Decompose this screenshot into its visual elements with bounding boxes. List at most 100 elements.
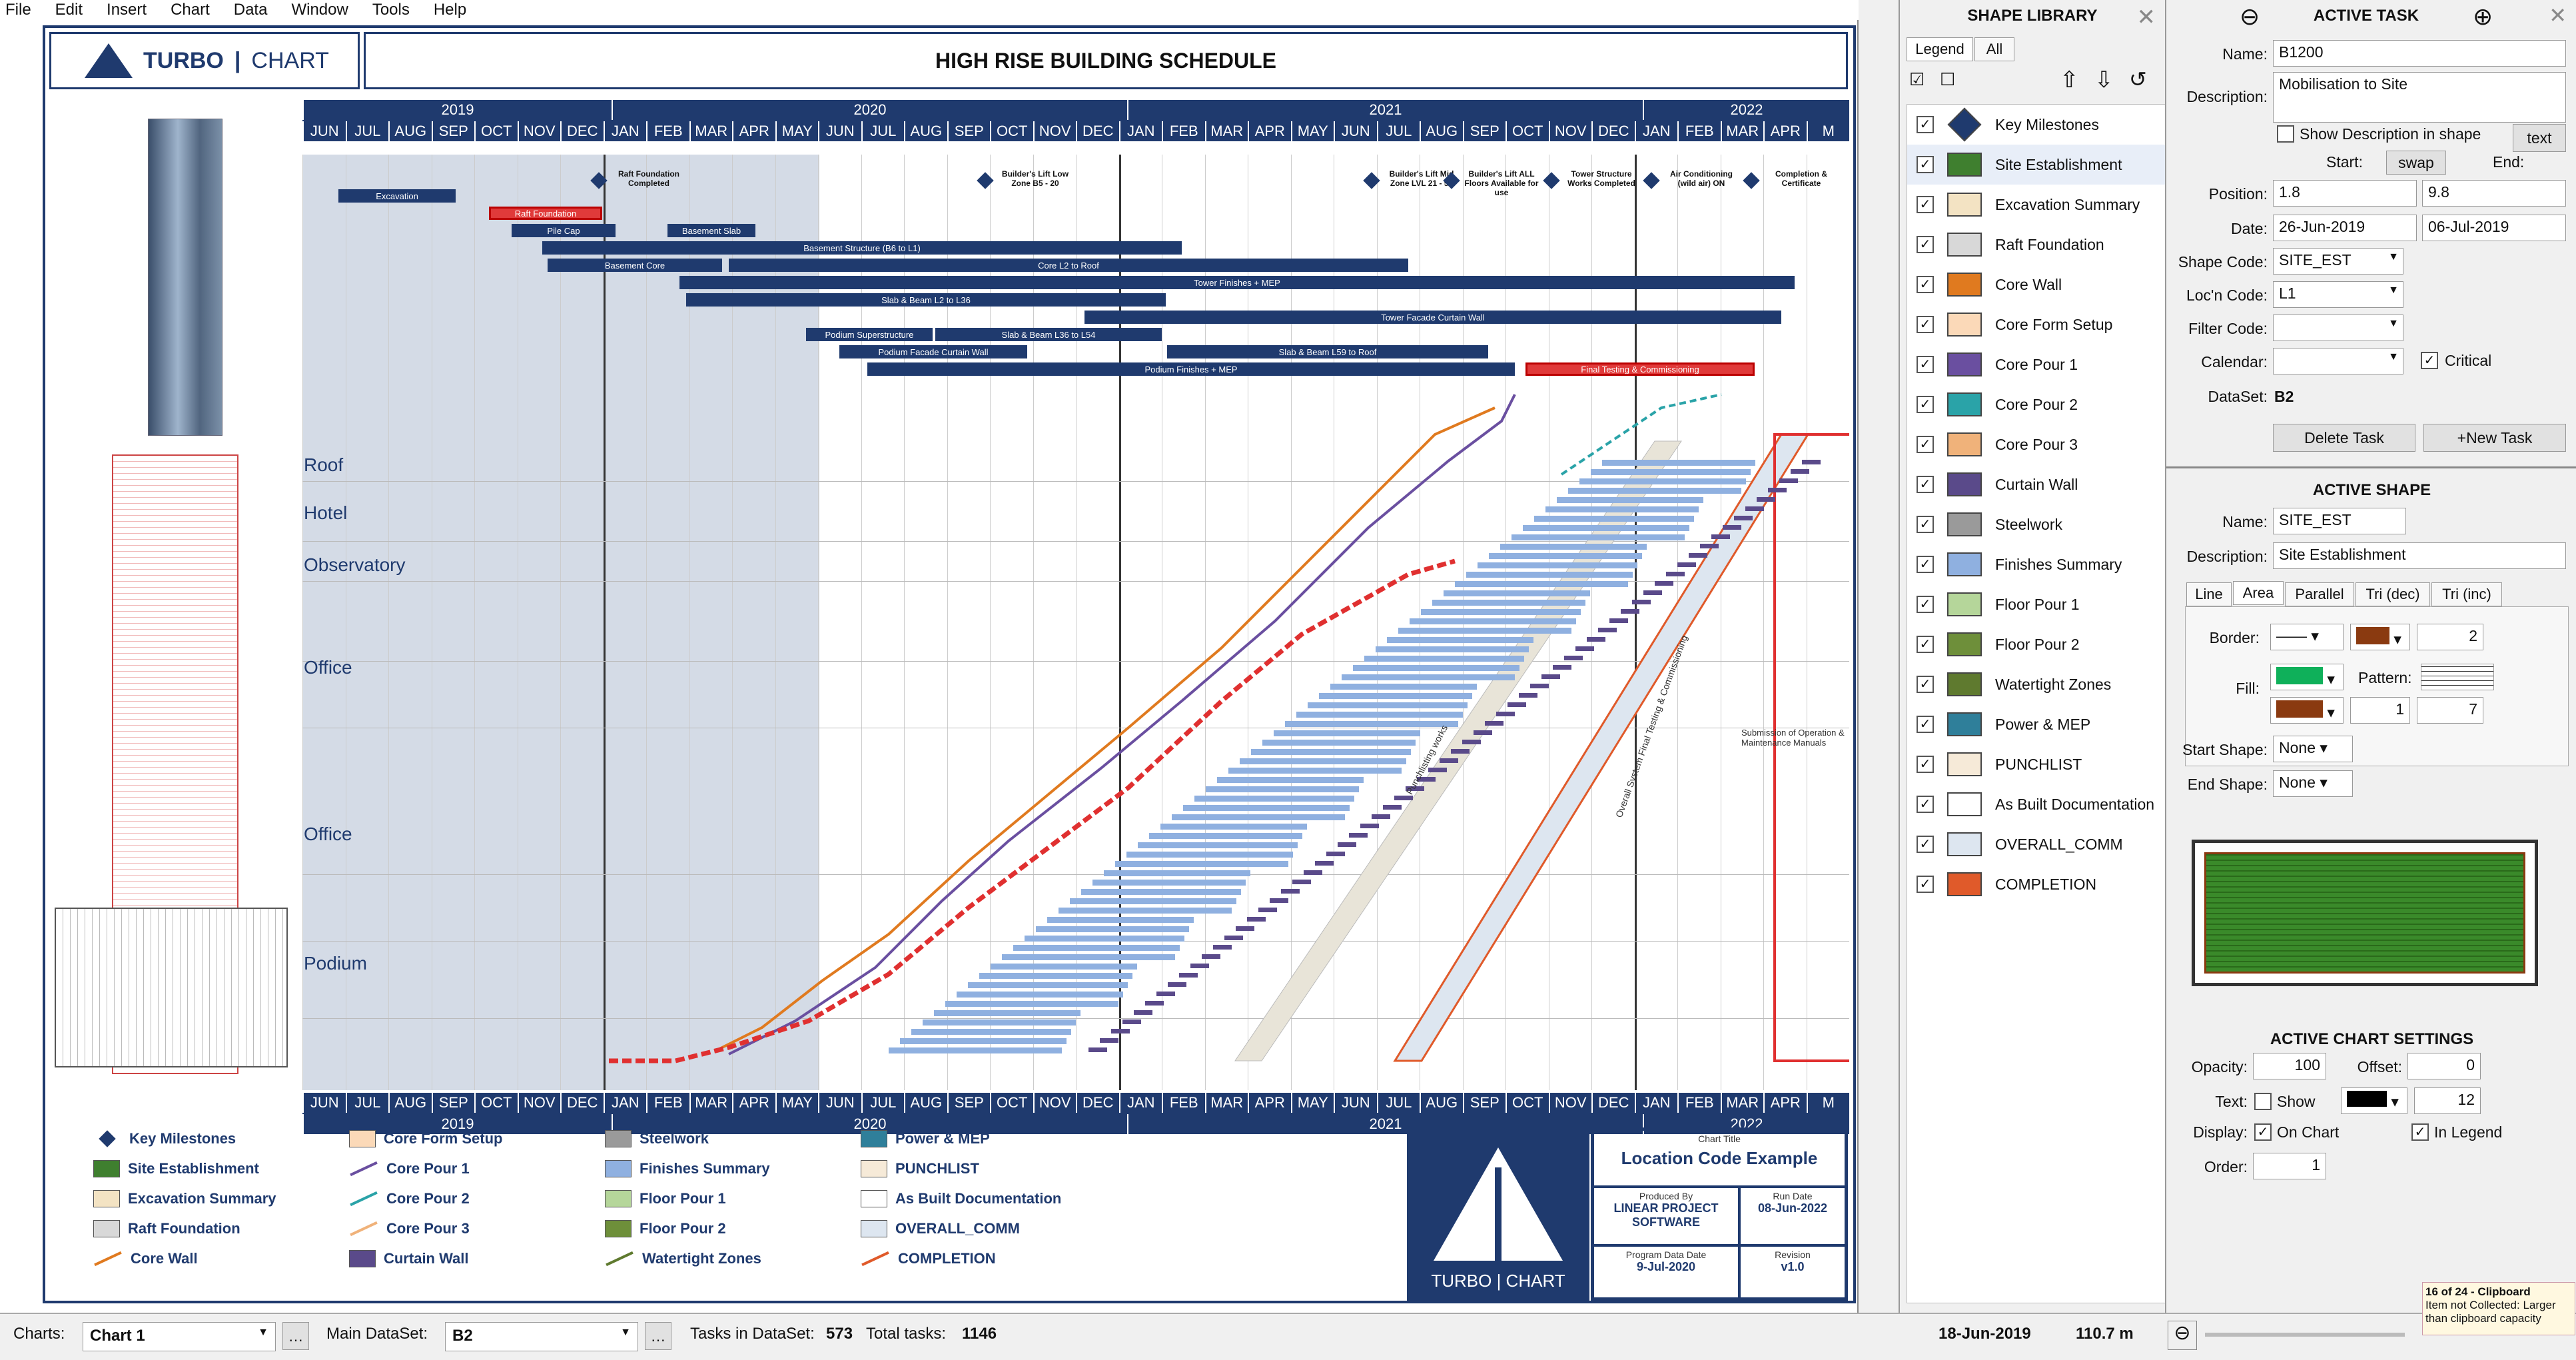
start-shape-select[interactable]: None ▾ xyxy=(2273,736,2353,762)
library-item-checkbox[interactable]: ✓ xyxy=(1917,236,1934,253)
in-legend-checkbox[interactable]: ✓ xyxy=(2411,1123,2429,1141)
text-size-input[interactable]: 12 xyxy=(2414,1087,2481,1114)
loc-code-select[interactable]: L1 ▼ xyxy=(2273,281,2403,308)
library-item[interactable]: ✓ Watertight Zones xyxy=(1907,664,2167,704)
library-item[interactable]: ✓ Key Milestones xyxy=(1907,105,2167,145)
task-bar[interactable]: Podium Finishes + MEP xyxy=(867,362,1515,376)
chart-canvas[interactable]: TURBO | CHART HIGH RISE BUILDING SCHEDUL… xyxy=(0,20,1859,1313)
border-style-select[interactable]: —— ▾ xyxy=(2270,624,2344,650)
task-bar[interactable]: Excavation xyxy=(338,189,456,203)
swap-button[interactable]: swap xyxy=(2386,151,2446,175)
library-item[interactable]: ✓ Core Pour 1 xyxy=(1907,344,2167,384)
library-item[interactable]: ✓ Site Establishment xyxy=(1907,145,2167,185)
menu-help[interactable]: Help xyxy=(433,1,467,19)
library-item[interactable]: ✓ Power & MEP xyxy=(1907,704,2167,744)
date-end-input[interactable]: 06-Jul-2019 xyxy=(2422,215,2566,241)
calendar-select[interactable]: ▼ xyxy=(2273,348,2403,374)
menu-window[interactable]: Window xyxy=(291,1,348,19)
gantt-plot[interactable]: Excavation Raft Foundation Pile Cap Basemen… xyxy=(302,155,1849,1090)
task-bar[interactable]: Raft Foundation xyxy=(489,207,602,220)
task-bar[interactable]: Pile Cap xyxy=(512,224,616,237)
text-show-checkbox[interactable] xyxy=(2254,1093,2272,1110)
menu-data[interactable]: Data xyxy=(233,1,268,19)
library-item[interactable]: ✓ Raft Foundation xyxy=(1907,225,2167,265)
library-item-checkbox[interactable]: ✓ xyxy=(1917,476,1934,493)
library-item[interactable]: ✓ Floor Pour 2 xyxy=(1907,624,2167,664)
library-item-checkbox[interactable]: ✓ xyxy=(1917,876,1934,893)
filter-code-select[interactable]: ▼ xyxy=(2273,315,2403,341)
task-bar[interactable]: Basement Slab xyxy=(667,224,755,237)
new-task-button[interactable]: +New Task xyxy=(2423,424,2566,452)
library-item[interactable]: ✓ PUNCHLIST xyxy=(1907,744,2167,784)
fill-fore-color-select[interactable]: ▾ xyxy=(2270,664,2344,690)
library-item[interactable]: ✓ Finishes Summary xyxy=(1907,544,2167,584)
move-up-icon[interactable]: ⇧ xyxy=(2060,67,2079,93)
library-item[interactable]: ✓ Core Pour 3 xyxy=(1907,424,2167,464)
library-item-checkbox[interactable]: ✓ xyxy=(1917,276,1934,293)
check-all-icon[interactable]: ☑ xyxy=(1909,69,1925,89)
show-desc-checkbox[interactable] xyxy=(2277,125,2294,143)
library-item-checkbox[interactable]: ✓ xyxy=(1917,116,1934,133)
tab-tri-inc[interactable]: Tri (inc) xyxy=(2431,582,2502,606)
fill-a-input[interactable]: 1 xyxy=(2350,697,2410,724)
library-item[interactable]: ✓ Excavation Summary xyxy=(1907,185,2167,225)
library-item-checkbox[interactable]: ✓ xyxy=(1917,556,1934,573)
close-icon[interactable]: ✕ xyxy=(2549,3,2567,27)
library-item[interactable]: ✓ Steelwork xyxy=(1907,504,2167,544)
library-item[interactable]: ✓ OVERALL_COMM xyxy=(1907,824,2167,864)
text-button[interactable]: text xyxy=(2513,124,2566,152)
menu-edit[interactable]: Edit xyxy=(55,1,83,19)
order-input[interactable]: 1 xyxy=(2253,1153,2326,1179)
task-bar[interactable]: Slab & Beam L59 to Roof xyxy=(1167,345,1488,358)
task-bar[interactable]: Core L2 to Roof xyxy=(729,259,1408,272)
library-item-checkbox[interactable]: ✓ xyxy=(1917,516,1934,533)
tab-tri-dec[interactable]: Tri (dec) xyxy=(2356,582,2430,606)
task-bar[interactable]: Basement Core xyxy=(548,259,722,272)
zoom-slider[interactable] xyxy=(2205,1333,2405,1337)
dataset-select[interactable]: B2 ▼ xyxy=(445,1322,638,1351)
offset-input[interactable]: 0 xyxy=(2407,1053,2481,1079)
menu-insert[interactable]: Insert xyxy=(107,1,147,19)
task-bar[interactable]: Tower Finishes + MEP xyxy=(679,276,1795,289)
library-item[interactable]: ✓ Floor Pour 1 xyxy=(1907,584,2167,624)
library-item-checkbox[interactable]: ✓ xyxy=(1917,636,1934,653)
library-item-checkbox[interactable]: ✓ xyxy=(1917,676,1934,693)
uncheck-all-icon[interactable]: ☐ xyxy=(1940,69,1956,89)
move-down-icon[interactable]: ⇩ xyxy=(2094,67,2114,93)
on-chart-checkbox[interactable]: ✓ xyxy=(2254,1123,2272,1141)
critical-checkbox[interactable]: ✓ xyxy=(2421,352,2438,369)
library-item-checkbox[interactable]: ✓ xyxy=(1917,436,1934,453)
border-color-select[interactable]: ▾ xyxy=(2350,624,2410,650)
library-item-checkbox[interactable]: ✓ xyxy=(1917,156,1934,173)
library-item-checkbox[interactable]: ✓ xyxy=(1917,716,1934,733)
tab-parallel[interactable]: Parallel xyxy=(2285,582,2354,606)
task-bar[interactable]: Podium Facade Curtain Wall xyxy=(839,345,1027,358)
task-bar[interactable]: Final Testing & Commissioning xyxy=(1525,362,1755,376)
menu-chart[interactable]: Chart xyxy=(171,1,210,19)
tab-legend[interactable]: Legend xyxy=(1907,37,1973,61)
close-icon[interactable]: ✕ xyxy=(2136,5,2156,30)
fill-b-input[interactable]: 7 xyxy=(2417,697,2483,724)
library-item[interactable]: ✓ Core Pour 2 xyxy=(1907,384,2167,424)
delete-task-button[interactable]: Delete Task xyxy=(2273,424,2415,452)
next-task-icon[interactable]: ⊕ xyxy=(2473,3,2493,30)
task-desc-input[interactable]: Mobilisation to Site xyxy=(2273,72,2566,123)
task-bar[interactable]: Slab & Beam L2 to L36 xyxy=(686,293,1166,307)
library-item-checkbox[interactable]: ✓ xyxy=(1917,756,1934,773)
library-item-checkbox[interactable]: ✓ xyxy=(1917,356,1934,373)
fill-back-color-select[interactable]: ▾ xyxy=(2270,697,2344,724)
library-item-checkbox[interactable]: ✓ xyxy=(1917,796,1934,813)
library-item[interactable]: ✓ As Built Documentation xyxy=(1907,784,2167,824)
menu-file[interactable]: File xyxy=(5,1,31,19)
library-item[interactable]: ✓ Curtain Wall xyxy=(1907,464,2167,504)
library-item-checkbox[interactable]: ✓ xyxy=(1917,396,1934,413)
tab-all[interactable]: All xyxy=(1974,37,2014,61)
library-item-checkbox[interactable]: ✓ xyxy=(1917,596,1934,613)
task-bar[interactable]: Slab & Beam L36 to L54 xyxy=(935,328,1162,341)
reset-icon[interactable]: ↺ xyxy=(2129,67,2147,91)
task-bar[interactable]: Podium Superstructure xyxy=(806,328,933,341)
chart-more-button[interactable]: … xyxy=(282,1322,309,1350)
shape-desc-input[interactable]: Site Establishment xyxy=(2273,542,2566,569)
text-color-select[interactable]: ▾ xyxy=(2341,1087,2407,1114)
library-item[interactable]: ✓ COMPLETION xyxy=(1907,864,2167,904)
